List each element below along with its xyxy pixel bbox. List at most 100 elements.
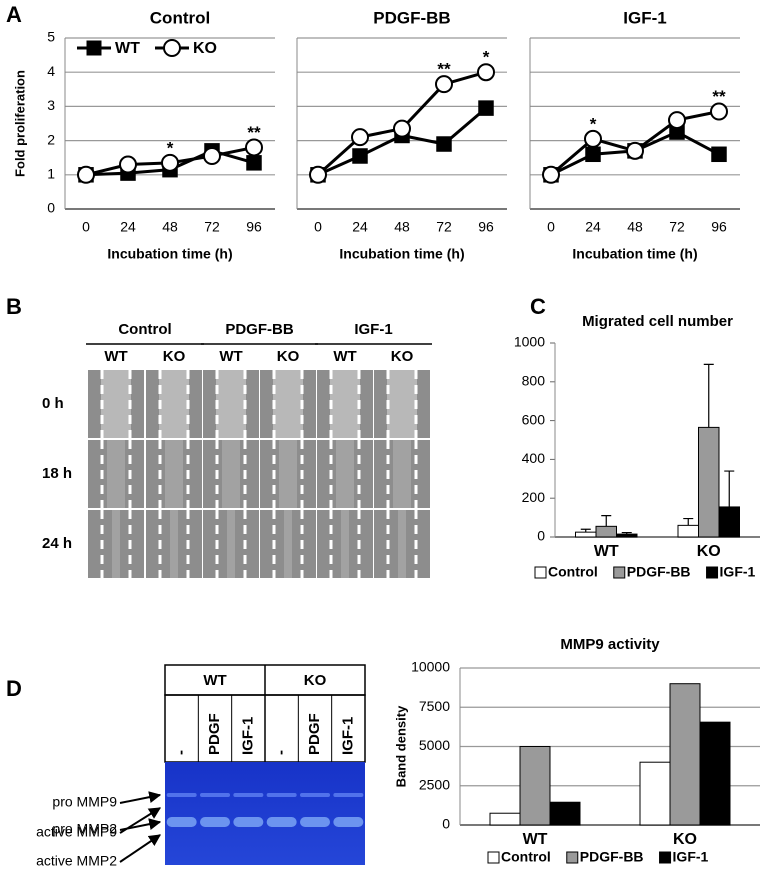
y-tick-label: 5000 <box>419 737 450 753</box>
band-label: pro MMP2 <box>52 821 117 837</box>
marker <box>119 155 137 174</box>
annotation: * <box>167 138 174 157</box>
band-label: pro MMP9 <box>52 794 117 810</box>
chart-title: Migrated cell number <box>582 313 733 330</box>
error-bar <box>580 528 591 533</box>
gel-lane: - <box>273 750 290 755</box>
x-tick-label: WT <box>523 831 548 848</box>
bar <box>718 506 740 538</box>
legend-label: WT <box>115 40 140 57</box>
gel-band <box>233 817 264 827</box>
y-tick-label: 0 <box>47 200 55 216</box>
marker <box>584 129 602 148</box>
x-tick-label: 48 <box>394 219 410 235</box>
marker <box>436 136 452 152</box>
bar <box>519 746 551 826</box>
x-tick-label: 24 <box>352 219 368 235</box>
chart-title: IGF-1 <box>623 8 666 27</box>
scratch-gap <box>336 440 354 508</box>
x-tick-label: WT <box>594 543 619 560</box>
y-tick-label: 2 <box>47 131 55 147</box>
scratch-gap <box>227 510 235 578</box>
marker <box>626 141 644 160</box>
gel-band <box>200 793 230 797</box>
x-tick-label: 96 <box>246 219 262 235</box>
y-tick-label: 1 <box>47 166 55 182</box>
panel-label: C <box>530 294 546 319</box>
gel-lane: PDGF <box>306 713 323 755</box>
legend-label: Control <box>548 564 598 580</box>
x-axis-label: Incubation time (h) <box>107 246 232 262</box>
x-tick-label: KO <box>697 543 721 560</box>
error-bar <box>601 515 612 527</box>
marker <box>203 146 221 165</box>
marker <box>668 111 686 130</box>
gel <box>165 762 365 865</box>
gel-band <box>300 817 330 827</box>
y-axis-label: Fold proliferation <box>12 70 27 177</box>
timepoint-label: 24 h <box>42 535 72 552</box>
band-label: active MMP2 <box>36 853 117 869</box>
marker <box>309 165 327 184</box>
annotation: ** <box>247 123 261 142</box>
legend-swatch <box>659 851 672 864</box>
gel-band <box>333 817 364 827</box>
gel-lane: PDGF <box>206 713 223 755</box>
gel-band <box>266 793 297 797</box>
x-tick-label: 96 <box>478 219 494 235</box>
gel-band <box>200 817 230 827</box>
marker <box>161 153 179 172</box>
scratch-gap <box>279 440 297 508</box>
y-tick-label: 3 <box>47 97 55 113</box>
scratch-gap <box>222 440 240 508</box>
x-axis-label: Incubation time (h) <box>572 246 697 262</box>
x-tick-label: 72 <box>204 219 220 235</box>
error-bar <box>724 470 735 507</box>
annotation: ** <box>437 60 451 79</box>
gel-band <box>300 793 330 797</box>
scratch-gap <box>165 440 183 508</box>
legend-swatch <box>487 851 500 864</box>
chart-title: MMP9 activity <box>560 636 660 653</box>
marker <box>352 148 368 164</box>
marker <box>246 155 262 171</box>
y-tick-label: 4 <box>47 63 55 79</box>
gel-band <box>266 817 297 827</box>
gel-genotype: WT <box>203 672 226 689</box>
scratch-gap <box>159 370 189 438</box>
y-tick-label: 1000 <box>514 334 545 350</box>
marker <box>435 75 453 94</box>
scratch-gap <box>112 510 120 578</box>
x-tick-label: 24 <box>120 219 136 235</box>
x-tick-label: 48 <box>627 219 643 235</box>
y-tick-label: 400 <box>522 450 546 466</box>
marker <box>393 119 411 138</box>
genotype-header: KO <box>163 348 186 365</box>
gel-band <box>166 793 197 797</box>
y-tick-label: 5 <box>47 29 55 45</box>
group-header: PDGF-BB <box>225 321 293 338</box>
legend-label: PDGF-BB <box>580 849 644 865</box>
bar <box>549 801 581 826</box>
genotype-header: WT <box>104 348 127 365</box>
band-arrow <box>119 791 162 804</box>
y-tick-label: 800 <box>522 373 546 389</box>
x-tick-label: 72 <box>669 219 685 235</box>
legend-label: KO <box>193 40 217 57</box>
scratch-gap <box>393 440 411 508</box>
marker <box>542 165 560 184</box>
gel-band <box>233 793 264 797</box>
x-tick-label: 0 <box>547 219 555 235</box>
error-bar <box>621 531 632 535</box>
genotype-header: WT <box>333 348 356 365</box>
genotype-header: WT <box>219 348 242 365</box>
legend-label: Control <box>501 849 551 865</box>
x-tick-label: KO <box>673 831 697 848</box>
gel-lane: IGF-1 <box>239 717 256 755</box>
legend-marker <box>163 39 181 57</box>
panel-label: B <box>6 294 22 319</box>
legend-label: PDGF-BB <box>627 564 691 580</box>
scratch-gap <box>284 510 292 578</box>
scratch-gap <box>387 370 417 438</box>
